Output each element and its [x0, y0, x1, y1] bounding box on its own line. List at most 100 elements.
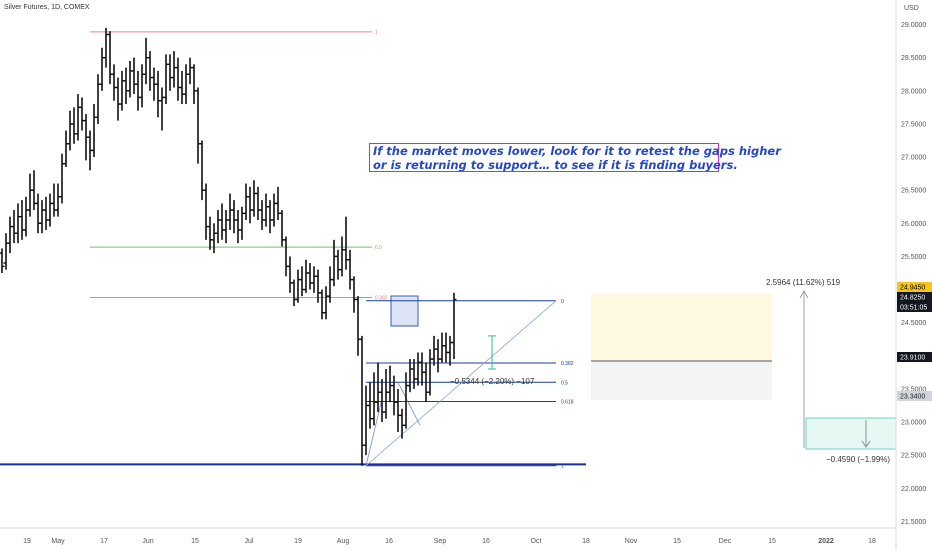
x-tick-label: Jun — [142, 538, 153, 545]
ohlc-bar — [71, 107, 77, 144]
ohlc-bar — [307, 263, 313, 290]
ohlc-bar — [239, 206, 245, 240]
fib-label: 1 — [561, 464, 564, 470]
ohlc-bar — [39, 200, 45, 234]
ohlc-bar — [283, 236, 289, 277]
x-tick-label: Nov — [625, 538, 638, 545]
ohlc-bar — [251, 180, 257, 217]
ohlc-bar — [35, 193, 41, 234]
ohlc-bar — [95, 74, 101, 124]
annotation-line-1: If the market moves lower, look for it t… — [373, 144, 781, 158]
fib-label: 0.618 — [561, 399, 574, 405]
price-label-box — [897, 292, 932, 302]
price-label: 23.3400 — [900, 394, 925, 401]
ohlc-bar — [395, 388, 401, 432]
ohlc-bar — [59, 153, 65, 204]
ohlc-bar — [67, 110, 73, 151]
level-label: 1 — [375, 30, 378, 36]
ohlc-bar — [75, 94, 81, 141]
fib-label: 0.382 — [561, 361, 574, 367]
downside-label: −0.4590 (−1.99%) — [826, 455, 890, 464]
ohlc-bar — [99, 47, 105, 91]
ohlc-bar — [159, 87, 165, 131]
ohlc-bar — [451, 292, 457, 360]
y-tick-label: 27.0000 — [901, 155, 926, 162]
ohlc-bar — [267, 200, 273, 234]
ohlc-bar — [15, 203, 21, 244]
y-tick-label: 29.0000 — [901, 22, 926, 29]
ohlc-bar — [355, 296, 361, 356]
symbol-title: Silver Futures, 1D, COMEX — [4, 4, 90, 11]
trend-line — [365, 398, 383, 466]
ohlc-bar — [303, 259, 309, 293]
ohlc-bar — [435, 339, 441, 373]
y-tick-label: 23.5000 — [901, 386, 926, 393]
ohlc-bar — [135, 70, 141, 111]
ohlc-bar — [19, 200, 25, 240]
price-label: 24.9450 — [900, 285, 925, 292]
ohlc-bar — [415, 352, 421, 386]
trend-line — [397, 382, 421, 426]
ohlc-bar — [323, 286, 329, 320]
price-label: 24.8250 — [900, 295, 925, 302]
ohlc-bar — [147, 51, 153, 91]
level-label: 0.5 — [375, 245, 382, 251]
ohlc-bar — [207, 216, 213, 250]
y-tick-label: 27.5000 — [901, 121, 926, 128]
ohlc-bar — [63, 130, 69, 167]
ohlc-bar — [407, 359, 413, 393]
ohlc-bar — [119, 70, 125, 111]
ohlc-bar — [419, 352, 425, 386]
y-tick-label: 26.0000 — [901, 221, 926, 228]
ohlc-bar — [263, 193, 269, 227]
x-tick-label: 16 — [482, 538, 490, 545]
ohlc-bar — [175, 57, 181, 101]
ohlc-bar — [183, 64, 189, 105]
ohlc-bar — [179, 70, 185, 105]
annotation-note[interactable]: If the market moves lower, look for it t… — [369, 143, 781, 172]
ohlc-bar — [0, 248, 5, 273]
x-tick-label: Oct — [531, 538, 542, 545]
ohlc-bar — [367, 382, 373, 429]
ohlc-bar — [343, 216, 349, 270]
ohlc-bar — [399, 408, 405, 439]
ohlc-bar — [235, 210, 241, 244]
ohlc-bar — [123, 67, 129, 105]
ohlc-bar — [311, 266, 317, 293]
ohlc-bar — [359, 335, 365, 466]
ohlc-bar — [379, 378, 385, 423]
x-tick-label: 2022 — [818, 538, 834, 545]
projection-lower-zone — [591, 361, 772, 400]
y-tick-label: 28.0000 — [901, 88, 926, 95]
ohlc-bar — [443, 332, 449, 363]
ohlc-bar — [195, 87, 201, 164]
x-tick-label: May — [51, 538, 65, 545]
x-tick-label: Aug — [337, 538, 350, 545]
x-tick-label: Jul — [245, 538, 254, 545]
downside-arrowhead — [861, 440, 871, 448]
price-label-box — [897, 352, 932, 362]
fib-trend-line — [365, 300, 557, 467]
ohlc-bar — [219, 203, 225, 240]
y-tick-label: 25.5000 — [901, 254, 926, 261]
ohlc-bar — [447, 335, 453, 366]
ohlc-bar — [375, 362, 381, 413]
price-label-box — [897, 391, 932, 401]
downside-zone — [805, 417, 897, 450]
ohlc-bar — [391, 375, 397, 416]
annotation-line-2: or is returning to support… to see if it… — [373, 158, 738, 172]
y-tick-label: 21.5000 — [901, 519, 926, 526]
projection-upper-zone — [591, 294, 772, 361]
ohlc-bar — [299, 266, 305, 297]
ohlc-bar — [255, 186, 261, 220]
y-tick-label: 28.5000 — [901, 55, 926, 62]
ohlc-bar — [427, 349, 433, 396]
ohlc-bar — [203, 183, 209, 240]
price-label-box — [897, 282, 932, 292]
upside-label: 2.5964 (11.62%) 519 — [766, 278, 841, 287]
ohlc-bar — [143, 37, 149, 85]
ohlc-bar — [11, 210, 17, 244]
x-tick-label: Dec — [719, 538, 732, 545]
ohlc-bar — [231, 200, 237, 234]
